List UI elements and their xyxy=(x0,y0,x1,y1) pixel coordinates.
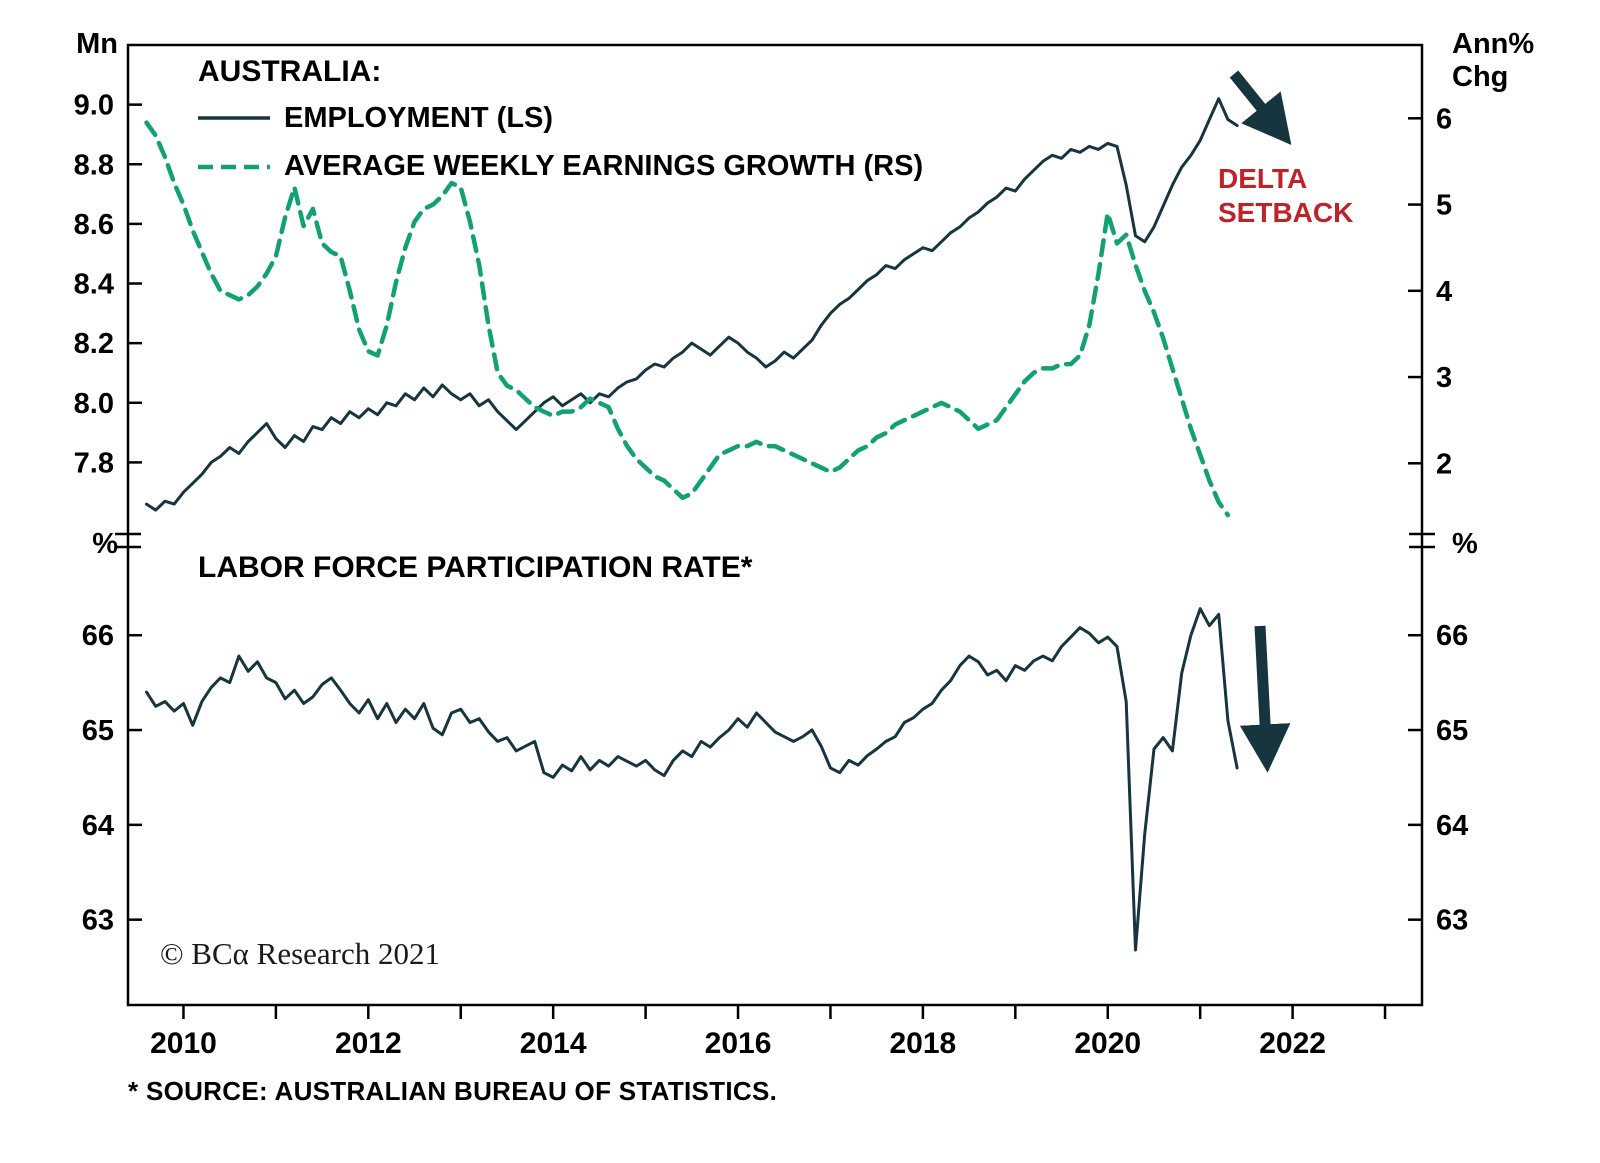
y-axis-label: 5 xyxy=(1436,190,1452,222)
top-left-axis-unit: Mn xyxy=(76,28,118,60)
legend-label-employment: EMPLOYMENT (LS) xyxy=(284,101,554,134)
series-average-weekly-earnings-growth-rs xyxy=(144,120,1231,518)
annotation-line-1: DELTA xyxy=(1218,163,1308,194)
y-axis-label: 8.6 xyxy=(74,209,114,241)
y-axis-label: 65 xyxy=(1436,715,1468,747)
legend: AUSTRALIA: EMPLOYMENT (LS) AVERAGE WEEKL… xyxy=(198,55,923,183)
x-axis-label: 2016 xyxy=(705,1027,772,1060)
annotation-line-2: SETBACK xyxy=(1218,196,1354,228)
y-axis-label: 8.0 xyxy=(74,388,114,420)
y-axis-label: 6 xyxy=(1436,103,1452,135)
y-axis-label: 63 xyxy=(82,905,114,937)
y-axis-label: 64 xyxy=(82,810,114,842)
y-axis-label: 64 xyxy=(1436,810,1468,842)
delta-setback-arrow-icon xyxy=(1229,70,1292,145)
y-axis-label: 66 xyxy=(1436,620,1468,652)
y-axis-label: 63 xyxy=(1436,905,1468,937)
top-right-axis-unit: Ann% Chg xyxy=(1452,28,1535,94)
legend-label-earnings: AVERAGE WEEKLY EARNINGS GROWTH (RS) xyxy=(284,149,924,182)
y-axis-label: 8.4 xyxy=(74,269,114,301)
y-axis-label: 8.2 xyxy=(74,328,114,360)
series-labor-force-participation-rate xyxy=(145,607,1239,952)
y-axis-label: 4 xyxy=(1436,276,1452,308)
y-axis-label: 7.8 xyxy=(74,447,114,479)
delta-setback-annotation: DELTA SETBACK xyxy=(1218,162,1353,229)
y-axis-label: 8.8 xyxy=(74,149,114,181)
bca-research-watermark: © BCα Research 2021 xyxy=(160,936,440,971)
chart-frame xyxy=(126,43,1424,1007)
solid-line-swatch-icon xyxy=(198,116,270,120)
x-axis-label: 2020 xyxy=(1074,1027,1141,1060)
series-employment-ls xyxy=(145,97,1239,512)
chart-title: AUSTRALIA: xyxy=(198,55,382,88)
bottom-chart-title: LABOR FORCE PARTICIPATION RATE* xyxy=(198,551,753,584)
x-axis-label: 2012 xyxy=(335,1027,402,1060)
y-axis-label: 66 xyxy=(82,620,114,652)
y-axis-label: 65 xyxy=(82,715,114,747)
bottom-left-axis-unit: % xyxy=(92,528,118,560)
y-axis-label: 2 xyxy=(1436,448,1452,480)
dashed-line-swatch-icon xyxy=(198,164,270,169)
y-axis-label: 9.0 xyxy=(74,90,114,122)
x-axis-label: 2010 xyxy=(150,1027,217,1060)
x-axis-label: 2022 xyxy=(1259,1027,1326,1060)
x-axis-label: 2014 xyxy=(520,1027,587,1060)
x-axis-label: 2018 xyxy=(890,1027,957,1060)
source-footnote: * SOURCE: AUSTRALIAN BUREAU OF STATISTIC… xyxy=(128,1076,778,1106)
bottom-right-axis-unit: % xyxy=(1452,528,1478,560)
y-axis-label: 3 xyxy=(1436,362,1452,394)
participation-down-arrow-icon xyxy=(1239,625,1291,773)
